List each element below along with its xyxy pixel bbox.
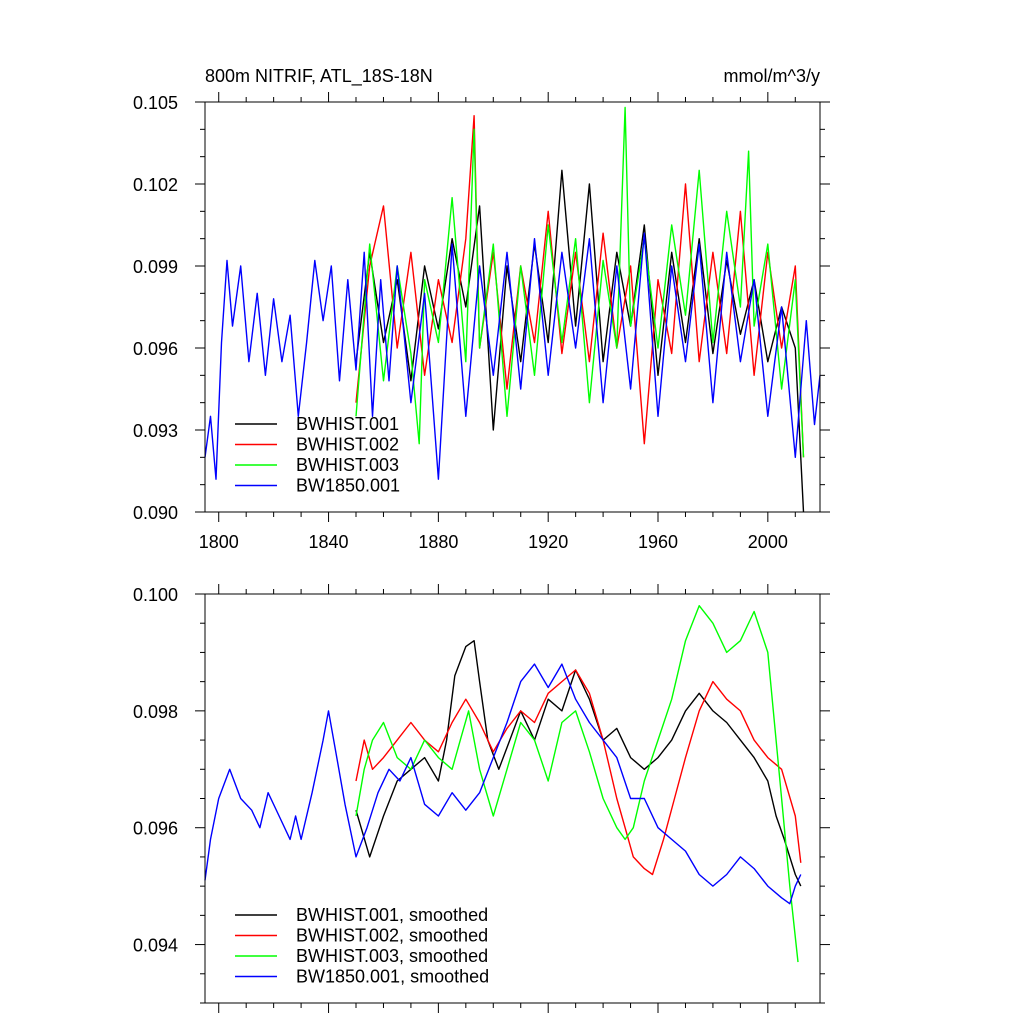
series-line-bwhist-002 [355, 114, 805, 458]
bottom-panel: 0.094 0.096 0.098 0.100 BWHIST.001, smoothe… [133, 584, 830, 1013]
legend-label: BWHIST.002 [296, 435, 399, 455]
x-tick-label: 1840 [309, 532, 349, 552]
top-panel-frame [204, 101, 821, 513]
legend-label: BWHIST.003, smoothed [296, 946, 488, 966]
legend-label: BW1850.001, smoothed [296, 967, 489, 987]
top-panel-ticks: 1800 1840 1880 1920 1960 2000 0.090 0.093 0.096 0… [133, 92, 830, 552]
y-tick-label: 0.102 [133, 175, 178, 195]
x-tick-label: 1800 [199, 532, 239, 552]
legend-label: BWHIST.002, smoothed [296, 926, 488, 946]
top-panel-series [204, 106, 821, 513]
series-line-bw1850-001 [204, 232, 821, 480]
bottom-panel-series [204, 605, 802, 963]
y-tick-label: 0.099 [133, 257, 178, 277]
legend-label: BWHIST.003 [296, 455, 399, 475]
y-tick-label: 0.094 [133, 936, 178, 956]
x-tick-label: 1960 [638, 532, 678, 552]
x-tick-label: 1920 [528, 532, 568, 552]
series-line-bwhist-003 [355, 106, 805, 458]
x-tick-label: 1880 [418, 532, 458, 552]
y-tick-label: 0.100 [133, 585, 178, 605]
bottom-panel-frame [204, 593, 821, 1004]
y-tick-label: 0.096 [133, 819, 178, 839]
series-line-bw1850-001-smoothed [204, 663, 802, 905]
legend-label: BWHIST.001, smoothed [296, 905, 488, 925]
top-panel-title: 800m NITRIF, ATL_18S-18N [205, 66, 433, 87]
legend-label: BWHIST.001 [296, 414, 399, 434]
y-tick-label: 0.105 [133, 93, 178, 113]
x-tick-label: 2000 [748, 532, 788, 552]
bottom-panel-ticks: 0.094 0.096 0.098 0.100 [133, 584, 830, 1013]
y-tick-label: 0.093 [133, 421, 178, 441]
y-tick-label: 0.096 [133, 339, 178, 359]
y-tick-label: 0.098 [133, 702, 178, 722]
series-line-bwhist-001-smoothed [355, 640, 802, 887]
legend-label: BW1850.001 [296, 476, 400, 496]
series-line-bwhist-002-smoothed [355, 669, 802, 876]
series-line-bwhist-003-smoothed [355, 605, 799, 963]
series-line-bwhist-001 [355, 169, 805, 513]
y-tick-label: 0.090 [133, 503, 178, 523]
top-panel-units: mmol/m^3/y [724, 66, 820, 86]
top-panel: 800m NITRIF, ATL_18S-18N mmol/m^3/y 1800… [133, 66, 830, 552]
